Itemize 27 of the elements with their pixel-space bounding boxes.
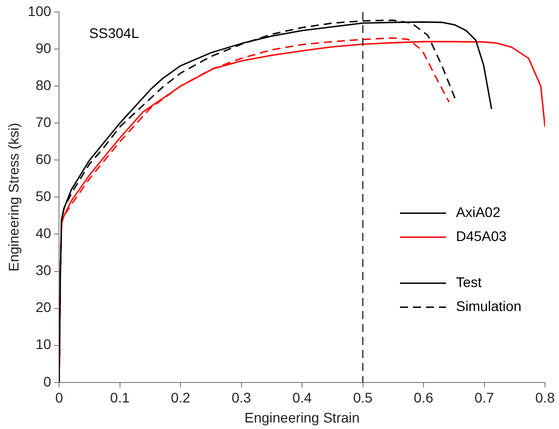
y-tick-label: 70 — [36, 114, 52, 130]
annotation: SS304L — [89, 24, 140, 41]
annotation: Test — [456, 274, 482, 290]
x-tick-label: 0.7 — [474, 390, 494, 406]
y-tick-label: 60 — [36, 151, 52, 168]
y-tick-label: 10 — [36, 336, 52, 352]
x-tick-label: 0 — [55, 390, 64, 406]
y-tick-label: 20 — [36, 299, 52, 316]
x-tick-label: 0.5 — [353, 390, 373, 406]
x-tick-label: 0.8 — [535, 390, 555, 406]
x-tick-label: 0.2 — [170, 390, 191, 406]
x-axis-title: Engineering Strain — [244, 409, 360, 426]
y-tick-label: 90 — [36, 40, 52, 56]
y-tick-label: 40 — [36, 225, 52, 242]
x-tick-label: 0.3 — [232, 390, 252, 406]
y-tick-label: 100 — [28, 2, 52, 19]
x-tick-label: 0.1 — [110, 390, 130, 406]
y-axis-title: Engineering Stress (ksi) — [5, 122, 22, 272]
x-tick-label: 0.4 — [292, 390, 312, 406]
y-tick-label: 30 — [36, 262, 52, 278]
y-tick-label: 0 — [43, 373, 52, 390]
legend-label: AxiA02 — [456, 204, 501, 220]
y-tick-label: 50 — [36, 188, 52, 204]
annotation: Simulation — [456, 298, 522, 314]
y-tick-label: 80 — [36, 76, 52, 93]
legend-label: D45A03 — [456, 228, 507, 244]
x-tick-label: 0.6 — [414, 390, 434, 406]
